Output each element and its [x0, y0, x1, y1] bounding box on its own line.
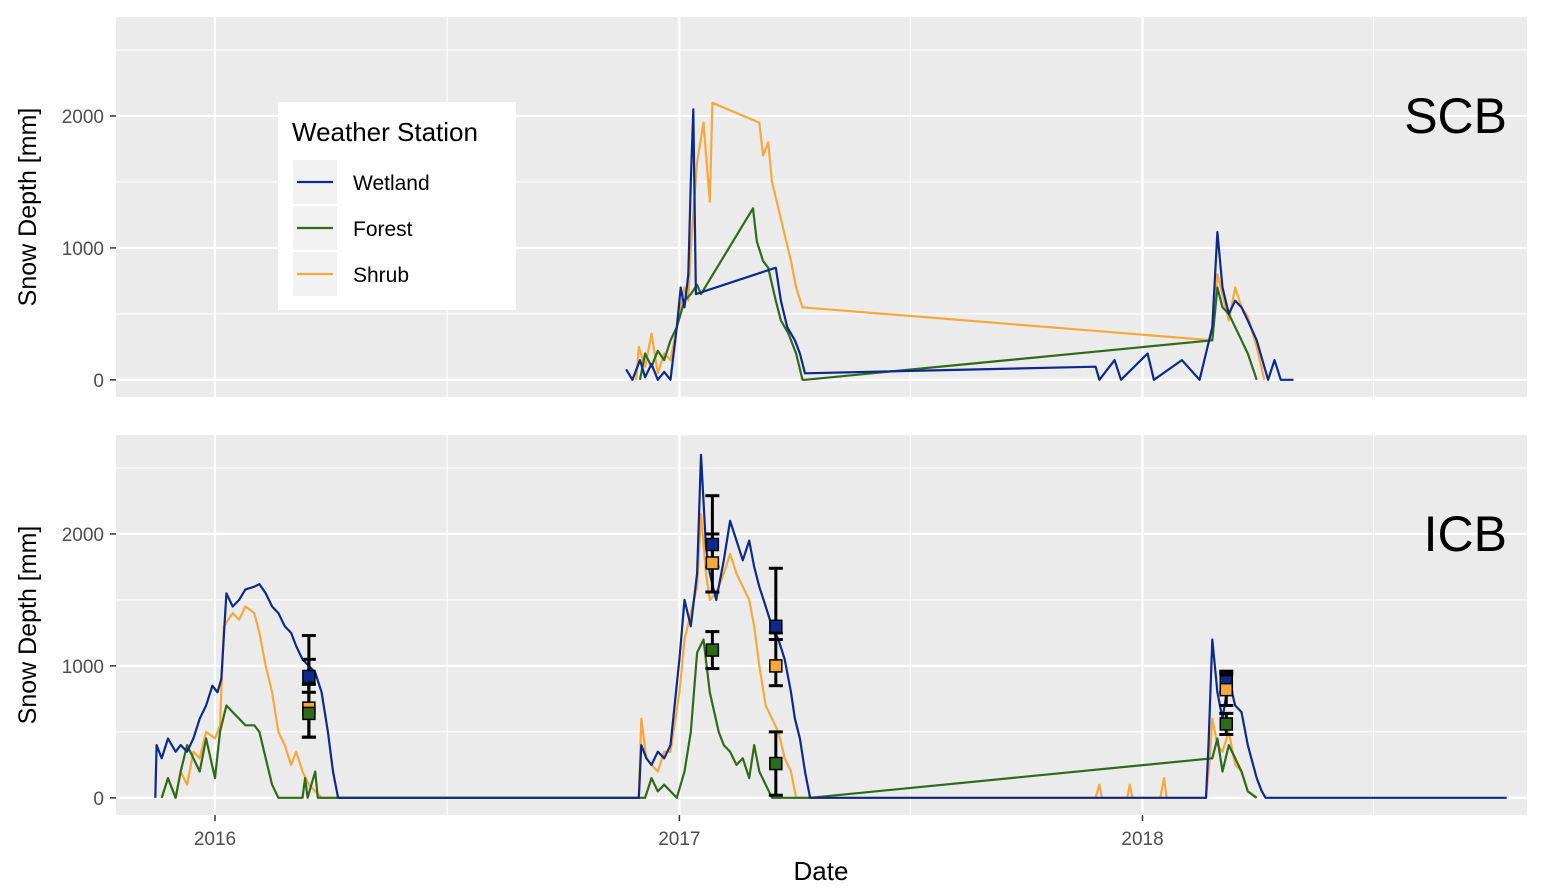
x-tick-label: 2017 [658, 829, 700, 850]
legend-label-shrub: Shrub [353, 264, 409, 287]
x-tick-label: 2018 [1121, 829, 1163, 850]
panel-scb: 0 1000 2000 Snow Depth [mm] SCB [14, 17, 1527, 397]
series-line-forest [638, 207, 1258, 381]
y-tick-label: 2000 [62, 107, 104, 128]
survey-point-wetland [302, 669, 316, 684]
survey-point-forest [302, 706, 316, 721]
panel-label: SCB [1404, 88, 1507, 144]
series-line-wetland [625, 108, 1294, 381]
y-axis-title: Snow Depth [mm] [14, 108, 42, 307]
survey-point-forest [705, 643, 720, 657]
y-tick-label: 1000 [62, 239, 104, 260]
panel-background [116, 435, 1527, 815]
legend-label-wetland: Wetland [353, 172, 430, 195]
legend-label-forest: Forest [353, 218, 413, 241]
series-line-wetland [154, 453, 1507, 799]
survey-point-wetland [705, 537, 720, 552]
survey-point-shrub [769, 659, 783, 673]
survey-point-forest [769, 756, 783, 771]
panel-label: ICB [1424, 506, 1507, 562]
panel-icb: 0 1000 2000 Snow Depth [mm] ICB 2016 2017 2018 [14, 435, 1527, 850]
legend: Weather Station Wetland Forest Shrub [278, 102, 516, 310]
survey-point-shrub [1219, 682, 1234, 697]
survey-point-wetland [769, 619, 783, 634]
y-tick-label: 2000 [62, 525, 104, 546]
panels-layer: 0 1000 2000 Snow Depth [mm] SCB 0 1000 2000 Snow… [14, 17, 1527, 850]
x-tick-label: 2016 [194, 829, 236, 850]
y-axis-title: Snow Depth [mm] [14, 526, 42, 725]
y-tick-label: 0 [93, 789, 104, 810]
survey-point-forest [1219, 717, 1234, 731]
series-line-forest [160, 638, 1258, 799]
x-axis-title: Date [794, 856, 849, 886]
legend-title: Weather Station [292, 117, 478, 147]
survey-point-shrub [705, 556, 720, 570]
y-tick-label: 1000 [62, 657, 104, 678]
y-tick-label: 0 [93, 371, 104, 392]
